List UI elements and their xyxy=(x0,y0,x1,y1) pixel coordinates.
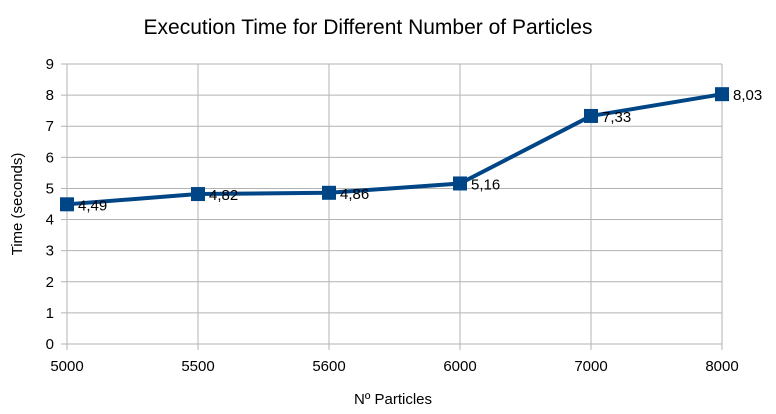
data-point-marker xyxy=(715,87,729,102)
data-label: 5,16 xyxy=(471,176,500,193)
y-axis-ticks: 0 1 2 3 4 5 6 7 8 9 xyxy=(46,56,54,353)
x-axis-label: Nº Particles xyxy=(354,391,432,408)
y-tick-label: 3 xyxy=(46,243,54,260)
y-tick-label: 1 xyxy=(46,305,54,322)
y-tick-label: 5 xyxy=(46,180,54,197)
data-point-marker xyxy=(453,176,467,191)
data-label: 4,49 xyxy=(78,197,107,214)
chart-title: Execution Time for Different Number of P… xyxy=(144,16,593,39)
x-tick-label: 8000 xyxy=(705,358,738,375)
y-tick-label: 8 xyxy=(46,87,54,104)
x-tick-label: 5500 xyxy=(181,358,214,375)
y-tick-label: 9 xyxy=(46,56,54,73)
y-tick-label: 6 xyxy=(46,149,54,166)
data-label: 4,82 xyxy=(209,187,238,204)
data-label: 8,03 xyxy=(733,87,762,104)
x-axis-ticks: 5000 5500 5600 6000 7000 8000 xyxy=(50,358,738,375)
y-tick-label: 0 xyxy=(46,336,54,353)
data-point-marker xyxy=(584,108,598,123)
grid xyxy=(61,63,723,350)
series-group: 4,49 4,82 4,86 5,16 7,33 8,03 xyxy=(60,87,762,214)
data-point-marker xyxy=(60,197,74,212)
data-point-marker xyxy=(322,185,336,200)
x-tick-label: 7000 xyxy=(574,358,607,375)
data-point-marker xyxy=(191,187,205,202)
y-axis-label: Time (seconds) xyxy=(9,153,26,256)
y-tick-label: 7 xyxy=(46,118,54,135)
y-tick-label: 4 xyxy=(46,212,54,229)
series-line xyxy=(65,92,724,207)
x-tick-label: 6000 xyxy=(443,358,476,375)
data-label: 4,86 xyxy=(340,186,369,203)
x-tick-label: 5600 xyxy=(312,358,345,375)
x-tick-label: 5000 xyxy=(50,358,83,375)
data-label: 7,33 xyxy=(602,109,631,126)
y-tick-label: 2 xyxy=(46,274,54,291)
